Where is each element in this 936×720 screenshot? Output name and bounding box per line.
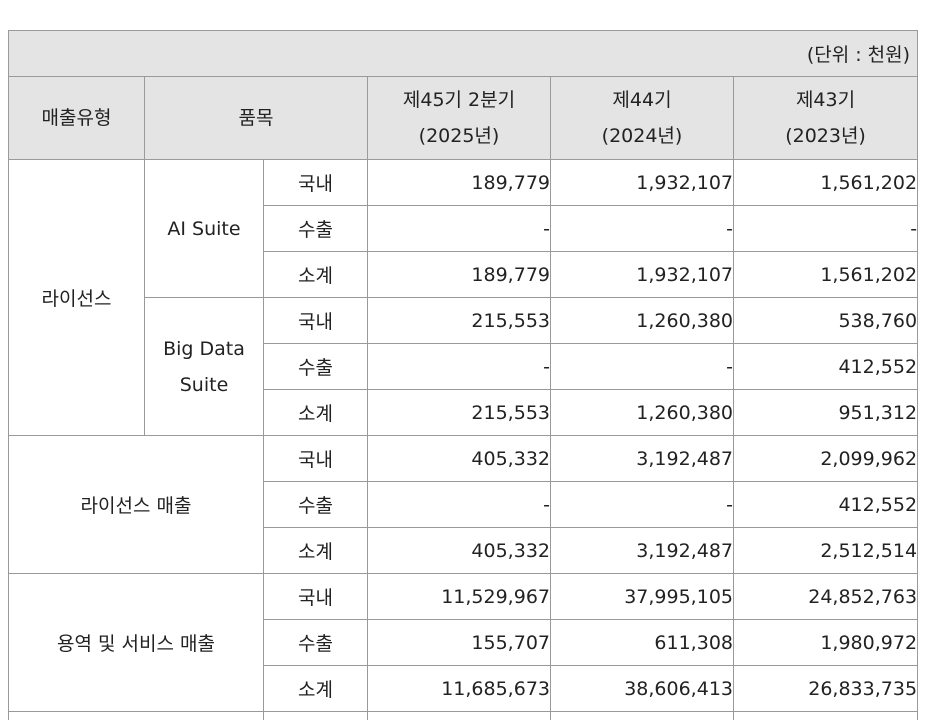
- row-kind: 소계: [264, 528, 368, 574]
- table-row: 라이선스 AI Suite 국내 189,779 1,932,107 1,561…: [9, 160, 918, 206]
- header-sales-type: 매출유형: [9, 77, 145, 160]
- value-p45: 215,553: [368, 390, 551, 436]
- value-p43: 26,833,735: [734, 666, 918, 712]
- value-p43: -: [734, 206, 918, 252]
- value-p45: 189,779: [368, 252, 551, 298]
- row-kind: 수출: [264, 344, 368, 390]
- value-p45: 215,553: [368, 298, 551, 344]
- value-p43: 24,852,763: [734, 574, 918, 620]
- row-kind: 소계: [264, 666, 368, 712]
- header-period-44: 제44기 (2024년): [551, 77, 734, 160]
- row-kind: 국내: [264, 574, 368, 620]
- value-p43: 538,760: [734, 298, 918, 344]
- value-p43: 1,561,202: [734, 252, 918, 298]
- value-p44: 3,192,487: [551, 436, 734, 482]
- row-kind: 국내: [264, 298, 368, 344]
- row-kind: 수출: [264, 482, 368, 528]
- value-p44: 1,260,380: [551, 390, 734, 436]
- group-license-sales: 라이선스 매출: [9, 436, 264, 574]
- value-p43: 1,561,202: [734, 160, 918, 206]
- item-ai-suite: AI Suite: [145, 160, 264, 298]
- header-row: 매출유형 품목 제45기 2분기 (2025년) 제44기 (2024년) 제4…: [9, 77, 918, 160]
- unit-row: (단위 : 천원): [9, 31, 918, 77]
- value-p43: 951,312: [734, 390, 918, 436]
- header-period-44-year: (2024년): [551, 118, 733, 154]
- value-p44: 1,260,380: [551, 298, 734, 344]
- header-period-43-year: (2023년): [734, 118, 917, 154]
- value-p45: 405,332: [368, 436, 551, 482]
- value-p44: 1,932,107: [551, 252, 734, 298]
- value-p45: -: [368, 482, 551, 528]
- value-p43: 2,512,514: [734, 528, 918, 574]
- header-period-44-name: 제44기: [551, 82, 733, 118]
- header-period-43: 제43기 (2023년): [734, 77, 918, 160]
- row-kind: 국내: [264, 436, 368, 482]
- value-p45: 405,332: [368, 528, 551, 574]
- value-p43: 2,099,962: [734, 436, 918, 482]
- value-p45: 155,707: [368, 620, 551, 666]
- value-p44: 38,606,413: [551, 666, 734, 712]
- value-p45: 189,779: [368, 160, 551, 206]
- header-period-45-year: (2025년): [368, 118, 550, 154]
- value-p45: 11,529,967: [368, 574, 551, 620]
- value-p45: -: [368, 206, 551, 252]
- sales-table: (단위 : 천원) 매출유형 품목 제45기 2분기 (2025년) 제44기 …: [8, 30, 918, 720]
- value-p44: 1,932,107: [551, 160, 734, 206]
- value-p43: 412,552: [734, 344, 918, 390]
- value-p43: 412,552: [734, 482, 918, 528]
- row-kind: 수출: [264, 620, 368, 666]
- row-kind: 국내: [264, 160, 368, 206]
- header-item: 품목: [145, 77, 368, 160]
- table-row: 라이선스 매출 국내 405,332 3,192,487 2,099,962: [9, 436, 918, 482]
- row-kind: 수출: [264, 206, 368, 252]
- header-period-45: 제45기 2분기 (2025년): [368, 77, 551, 160]
- item-big-data-suite: Big Data Suite: [145, 298, 264, 436]
- header-period-43-name: 제43기: [734, 82, 917, 118]
- value-p44: 611,308: [551, 620, 734, 666]
- value-p43: 1,980,972: [734, 620, 918, 666]
- group-license: 라이선스: [9, 160, 145, 436]
- value-p44: -: [551, 344, 734, 390]
- item-big-data-suite-line1: Big Data: [145, 331, 263, 367]
- value-p44: 3,192,487: [551, 528, 734, 574]
- unit-label: (단위 : 천원): [9, 31, 918, 77]
- item-big-data-suite-line2: Suite: [145, 367, 263, 403]
- header-period-45-name: 제45기 2분기: [368, 82, 550, 118]
- table-row: 용역 및 서비스 매출 국내 11,529,967 37,995,105 24,…: [9, 574, 918, 620]
- value-p44: 37,995,105: [551, 574, 734, 620]
- value-p45: 11,685,673: [368, 666, 551, 712]
- value-p44: -: [551, 482, 734, 528]
- row-kind: 소계: [264, 390, 368, 436]
- value-p44: -: [551, 206, 734, 252]
- row-kind: 소계: [264, 252, 368, 298]
- group-service-sales: 용역 및 서비스 매출: [9, 574, 264, 712]
- table-row: Big Data Suite 국내 215,553 1,260,380 538,…: [9, 298, 918, 344]
- value-p45: -: [368, 344, 551, 390]
